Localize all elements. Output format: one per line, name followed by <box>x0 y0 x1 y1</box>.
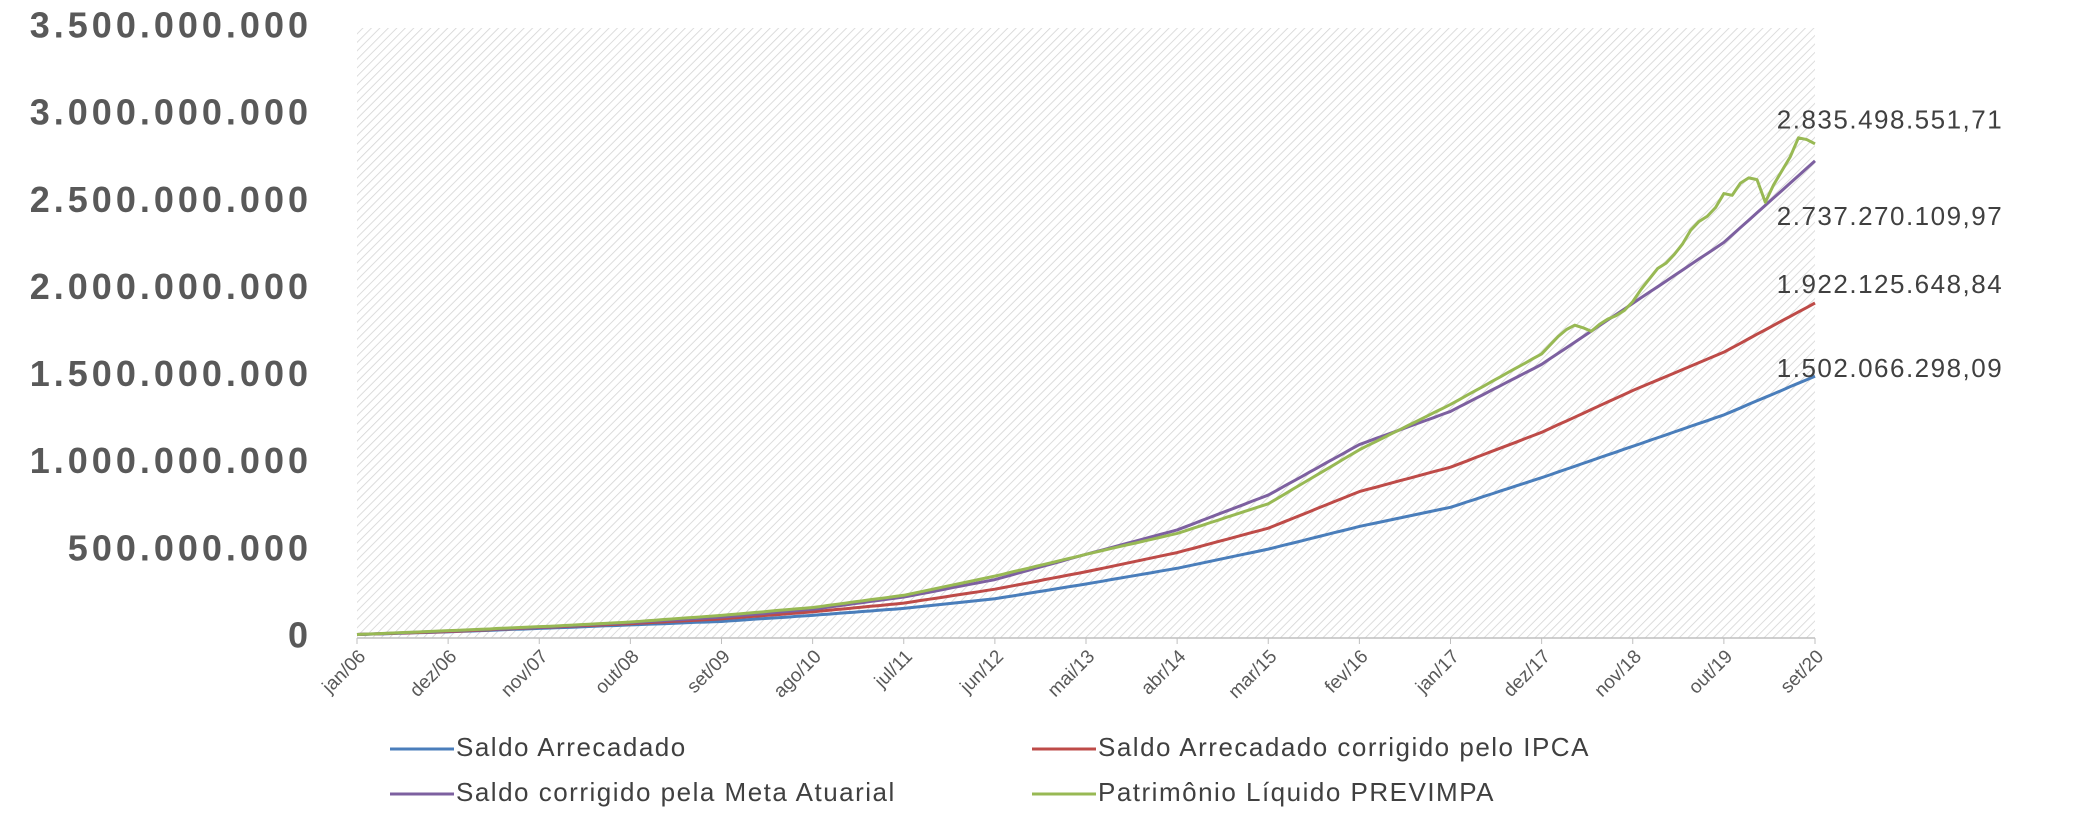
x-tick-label: set/09 <box>683 646 734 697</box>
x-tick-label: mai/13 <box>1044 646 1099 701</box>
x-tick-label: mar/15 <box>1225 646 1282 703</box>
data-label: 2.835.498.551,71 <box>1777 105 2003 135</box>
x-tick-label: dez/17 <box>1500 646 1555 701</box>
plot-area <box>357 28 1815 638</box>
x-tick-label: nov/18 <box>1591 646 1646 701</box>
data-label: 2.737.270.109,97 <box>1777 201 2003 231</box>
y-tick-label: 0 <box>288 615 312 656</box>
data-label: 1.922.125.648,84 <box>1777 269 2003 299</box>
y-tick-label: 3.000.000.000 <box>30 92 312 133</box>
y-tick-label: 3.500.000.000 <box>30 5 312 46</box>
x-tick-label: jun/12 <box>956 646 1008 698</box>
legend-label: Saldo corrigido pela Meta Atuarial <box>456 777 896 807</box>
x-tick-label: out/19 <box>1685 646 1737 698</box>
x-tick-label: nov/07 <box>497 646 552 701</box>
y-tick-label: 500.000.000 <box>68 527 312 568</box>
y-tick-label: 1.000.000.000 <box>30 440 312 481</box>
x-tick-label: set/20 <box>1777 646 1828 697</box>
legend-label: Saldo Arrecadado corrigido pelo IPCA <box>1098 732 1590 762</box>
x-tick-label: ago/10 <box>770 646 826 702</box>
series-line <box>356 136 1816 637</box>
y-tick-label: 2.500.000.000 <box>30 179 312 220</box>
y-tick-label: 1.500.000.000 <box>30 353 312 394</box>
legend-label: Patrimônio Líquido PREVIMPA <box>1098 777 1495 807</box>
legend-label: Saldo Arrecadado <box>456 732 687 762</box>
x-tick-label: dez/06 <box>406 646 461 701</box>
x-tick-label: abr/14 <box>1137 646 1190 699</box>
x-tick-label: fev/16 <box>1321 646 1372 697</box>
data-label: 1.502.066.298,09 <box>1777 353 2003 383</box>
x-tick-label: jul/11 <box>870 646 917 693</box>
y-tick-label: 2.000.000.000 <box>30 266 312 307</box>
x-tick-label: jan/17 <box>1411 646 1463 698</box>
x-tick-label: out/08 <box>591 646 643 698</box>
x-tick-label: jan/06 <box>318 646 370 698</box>
plot-layer: 0 500.000.000 1.000.000.000 1.500.000.000 2.… <box>30 5 2003 807</box>
